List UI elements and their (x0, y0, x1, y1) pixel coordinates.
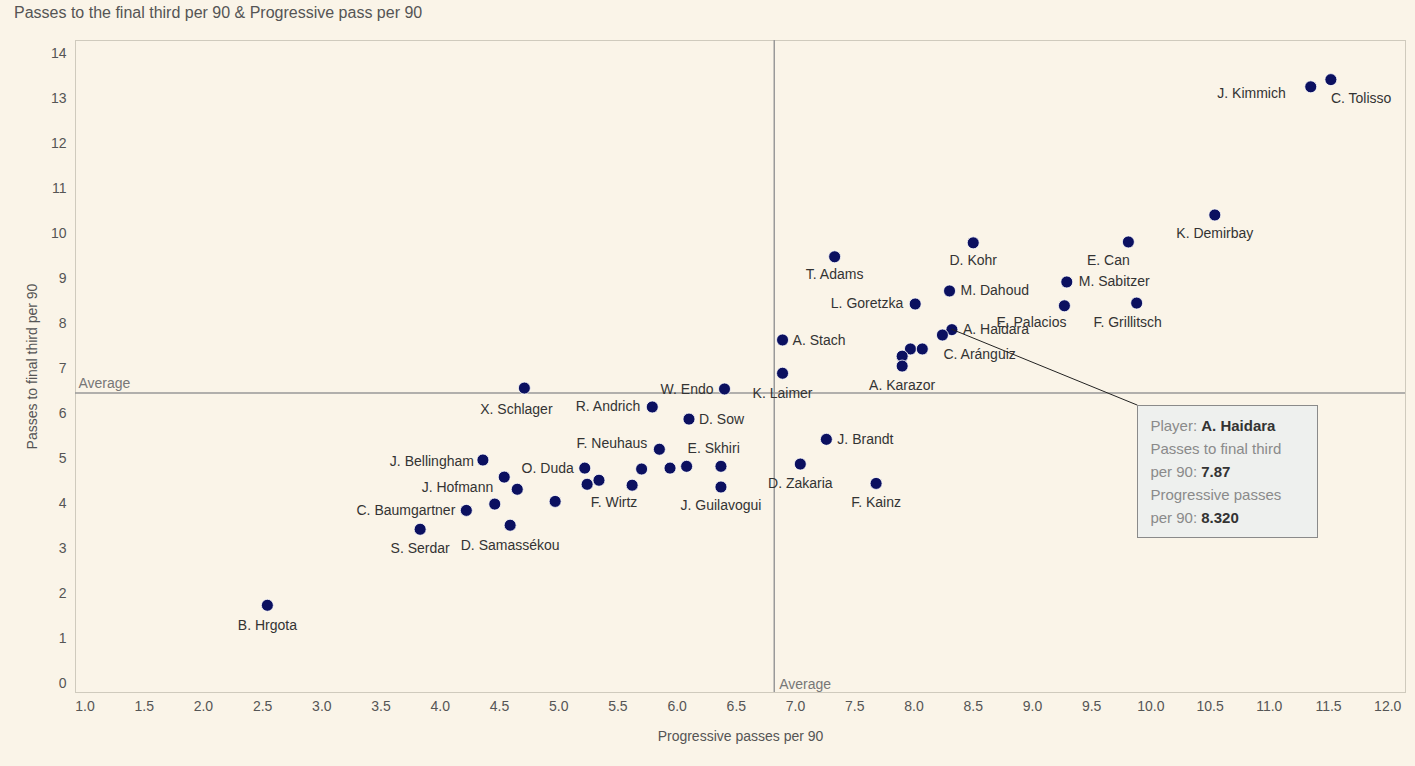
svg-text:J. Guilavogui: J. Guilavogui (680, 497, 761, 513)
svg-text:1: 1 (59, 630, 67, 646)
svg-text:12.0: 12.0 (1374, 698, 1401, 714)
svg-text:T. Adams: T. Adams (806, 266, 864, 282)
svg-text:1.5: 1.5 (134, 698, 154, 714)
svg-text:J. Hofmann: J. Hofmann (422, 479, 494, 495)
svg-text:6.0: 6.0 (667, 698, 687, 714)
svg-text:D. Kohr: D. Kohr (949, 252, 997, 268)
svg-text:F. Wirtz: F. Wirtz (591, 494, 638, 510)
svg-text:9: 9 (59, 270, 67, 286)
svg-text:10.5: 10.5 (1196, 698, 1223, 714)
svg-text:R. Andrich: R. Andrich (576, 398, 641, 414)
svg-text:11: 11 (52, 180, 67, 196)
svg-text:1.0: 1.0 (75, 698, 95, 714)
html-text:Passes to final third per 90:: Passes to final third per 90: 7.87 (1150, 440, 1282, 481)
svg-text:J. Brandt: J. Brandt (837, 431, 893, 447)
svg-text:L. Goretzka: L. Goretzka (831, 295, 904, 311)
svg-text:4.0: 4.0 (431, 698, 451, 714)
svg-text:7.5: 7.5 (845, 698, 865, 714)
svg-text:J. Kimmich: J. Kimmich (1217, 85, 1285, 101)
svg-text:9.0: 9.0 (1023, 698, 1043, 714)
svg-text:7.0: 7.0 (786, 698, 806, 714)
svg-text:9.5: 9.5 (1082, 698, 1102, 714)
svg-text:F. Grillitsch: F. Grillitsch (1093, 314, 1161, 330)
svg-text:Average: Average (79, 375, 131, 391)
svg-text:Progressive passes per 90: Progressive passes per 90 (658, 728, 824, 744)
svg-text:C. Aránguiz: C. Aránguiz (943, 346, 1015, 362)
svg-text:5: 5 (59, 450, 67, 466)
html-text:Passes to the final third per: Passes to the final third per 90 & Progr… (14, 4, 423, 21)
svg-text:6.5: 6.5 (727, 698, 747, 714)
html-text:Player: A. Haidara: Player: A. Haidara (1150, 417, 1276, 435)
svg-text:E. Skhiri: E. Skhiri (688, 440, 740, 456)
svg-text:S. Serdar: S. Serdar (391, 540, 450, 556)
svg-text:8.0: 8.0 (904, 698, 924, 714)
svg-text:Average: Average (779, 676, 831, 692)
svg-text:5.0: 5.0 (549, 698, 569, 714)
svg-text:B. Hrgota: B. Hrgota (238, 617, 297, 633)
svg-text:3.0: 3.0 (312, 698, 332, 714)
svg-text:E. Palacios: E. Palacios (996, 314, 1066, 330)
svg-text:3.5: 3.5 (371, 698, 391, 714)
svg-text:D. Zakaria: D. Zakaria (768, 475, 833, 491)
svg-text:W. Endo: W. Endo (661, 381, 714, 397)
svg-text:10.0: 10.0 (1137, 698, 1164, 714)
svg-text:K. Demirbay: K. Demirbay (1176, 225, 1253, 241)
svg-text:A. Karazor: A. Karazor (869, 377, 935, 393)
svg-text:10: 10 (51, 225, 67, 241)
svg-text:J. Bellingham: J. Bellingham (390, 453, 474, 469)
svg-text:11.5: 11.5 (1315, 698, 1341, 714)
svg-text:11.0: 11.0 (1256, 698, 1282, 714)
svg-text:C. Baumgartner: C. Baumgartner (357, 502, 456, 518)
svg-text:F. Kainz: F. Kainz (851, 494, 901, 510)
svg-text:2.0: 2.0 (194, 698, 214, 714)
svg-text:8: 8 (59, 315, 67, 331)
svg-text:8.5: 8.5 (963, 698, 983, 714)
svg-text:F. Neuhaus: F. Neuhaus (577, 435, 648, 451)
svg-text:M. Sabitzer: M. Sabitzer (1079, 273, 1150, 289)
svg-text:D. Sow: D. Sow (699, 411, 745, 427)
svg-text:6: 6 (59, 405, 67, 421)
svg-text:0: 0 (59, 675, 67, 691)
svg-text:E. Can: E. Can (1087, 252, 1130, 268)
svg-text:12: 12 (51, 135, 67, 151)
svg-text:5.5: 5.5 (608, 698, 628, 714)
svg-text:O. Duda: O. Duda (522, 460, 574, 476)
svg-text:X. Schlager: X. Schlager (480, 401, 553, 417)
svg-text:K. Laimer: K. Laimer (753, 385, 813, 401)
svg-text:2: 2 (59, 585, 67, 601)
svg-text:Passes to final third per 90: Passes to final third per 90 (24, 283, 40, 449)
svg-text:7: 7 (59, 360, 67, 376)
svg-text:D. Samassékou: D. Samassékou (461, 537, 560, 553)
svg-text:2.5: 2.5 (253, 698, 273, 714)
html-text:Progressive passes per 90: 8.3: Progressive passes per 90: 8.320 (1150, 486, 1282, 527)
svg-text:13: 13 (51, 90, 67, 106)
svg-text:4.5: 4.5 (490, 698, 510, 714)
svg-text:4: 4 (59, 495, 67, 511)
svg-text:C. Tolisso: C. Tolisso (1331, 90, 1392, 106)
svg-text:A. Stach: A. Stach (793, 332, 846, 348)
svg-text:14: 14 (51, 45, 67, 61)
svg-text:3: 3 (59, 540, 67, 556)
svg-text:M. Dahoud: M. Dahoud (961, 282, 1029, 298)
